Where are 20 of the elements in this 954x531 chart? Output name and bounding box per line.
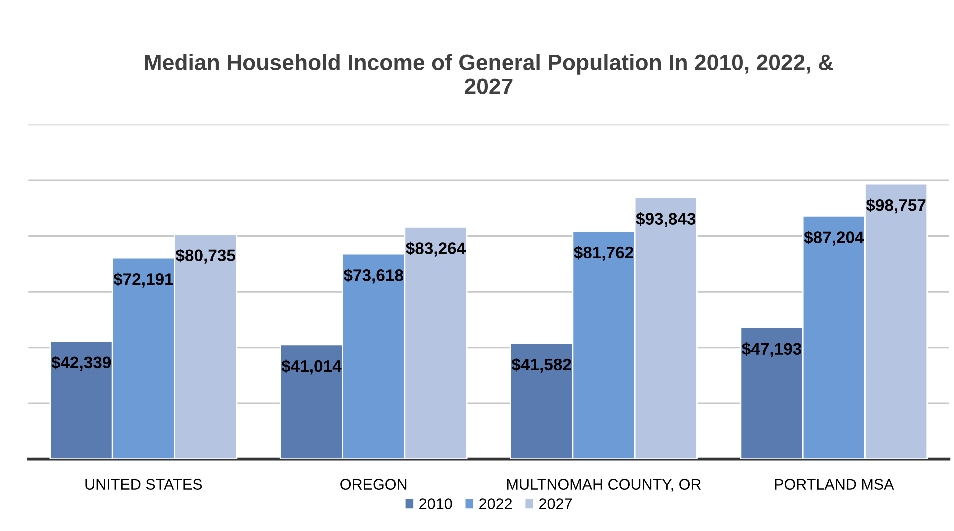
data-label: $93,843: [636, 212, 696, 228]
data-label: $83,264: [406, 242, 466, 257]
data-label: $81,762: [574, 246, 634, 262]
data-label: $87,204: [804, 230, 864, 246]
legend-label: 2010: [420, 498, 452, 510]
data-label: $41,014: [282, 360, 342, 375]
x-tick-label: MULTNOMAH COUNTY, OR: [507, 479, 702, 492]
chart-title: Median Household Income of General Population In 2010, 2022, & 2027: [145, 54, 834, 94]
x-tick-label: PORTLAND MSA: [775, 479, 894, 490]
data-label: $41,582: [512, 358, 572, 374]
data-label: $73,618: [344, 268, 404, 284]
data-label: $72,191: [114, 272, 174, 288]
x-tick-label: OREGON: [340, 479, 407, 490]
x-tick-label: UNITED STATES: [86, 479, 202, 490]
data-label: $47,193: [742, 342, 802, 358]
legend-label: 2027: [540, 498, 572, 510]
data-label: $80,735: [176, 248, 236, 264]
legend-label: 2022: [480, 498, 512, 510]
data-label: $42,339: [52, 356, 112, 371]
data-label: $98,757: [866, 198, 926, 214]
